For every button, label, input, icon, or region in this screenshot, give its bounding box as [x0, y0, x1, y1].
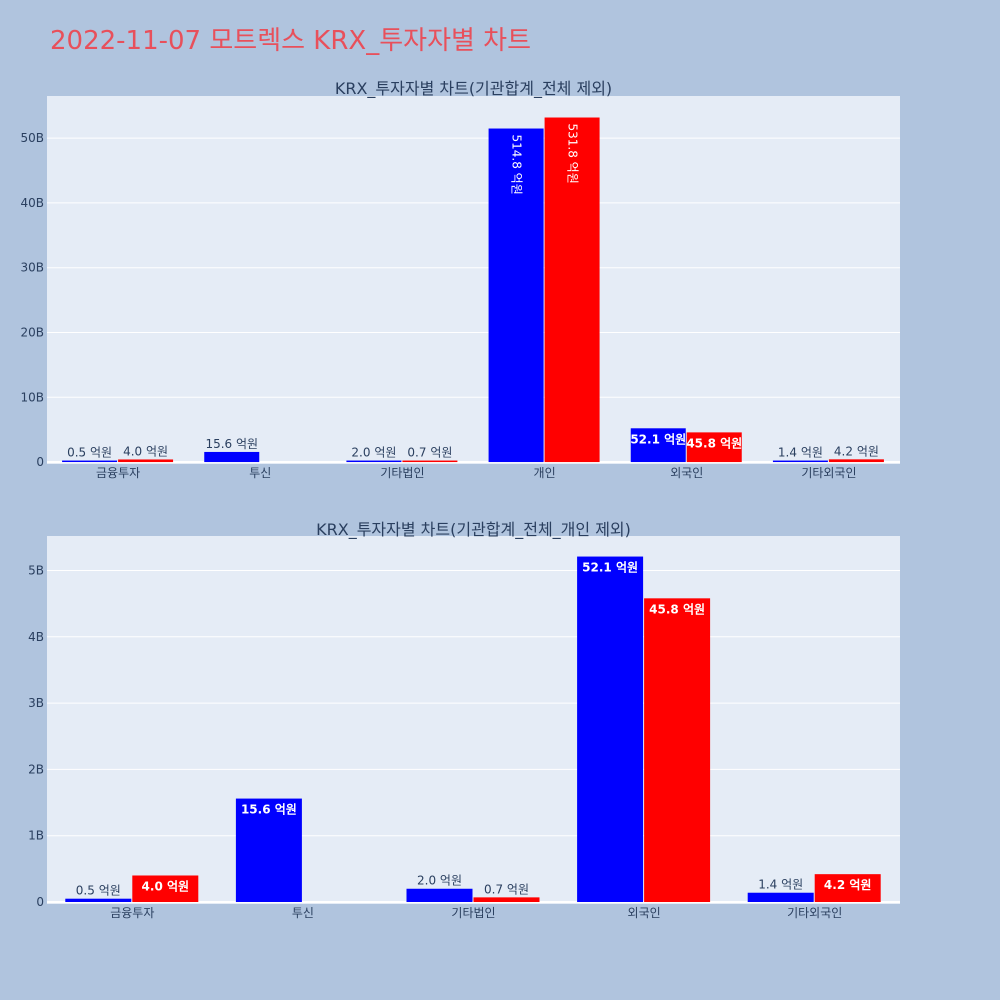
data-label: 4.2 억원: [834, 444, 879, 458]
y-tick-label: 40B: [20, 196, 44, 210]
bar: [814, 874, 881, 903]
bar: [828, 459, 884, 463]
x-tick-label: 금융투자: [110, 906, 154, 920]
bar: [488, 128, 544, 463]
data-label: 514.8 억원: [510, 135, 524, 195]
bar: [473, 897, 540, 903]
data-label: 52.1 억원: [630, 432, 686, 446]
data-label: 531.8 억원: [566, 124, 580, 184]
x-tick-label: 외국인: [628, 906, 661, 920]
x-tick-label: 기타외국인: [787, 906, 842, 920]
y-tick-label: 0: [36, 455, 44, 469]
x-tick-label: 기타외국인: [801, 466, 856, 480]
x-tick-label: 금융투자: [96, 466, 140, 480]
bar: [747, 892, 814, 903]
x-tick-label: 투신: [292, 906, 314, 920]
chart-all-investors: 0 10B 20B 30B 40B 50B KRX_투자자별 차트(기관합계_전체 제외) 금…: [20, 79, 900, 480]
bar: [204, 451, 260, 463]
bar: [402, 460, 458, 463]
bar: [118, 459, 174, 463]
data-label: 0.5 억원: [67, 446, 112, 460]
y-tick-label: 5B: [28, 563, 44, 577]
y-tick-label: 1B: [28, 829, 44, 843]
bar: [630, 428, 686, 463]
bar: [406, 888, 473, 903]
bar: [132, 875, 199, 903]
x-tick-label: 외국인: [670, 466, 703, 480]
y-tick-label: 3B: [28, 696, 44, 710]
y-tick-label: 0: [36, 895, 44, 909]
bar: [346, 460, 402, 463]
x-tick-label: 기타법인: [451, 906, 495, 920]
data-label: 0.5 억원: [76, 884, 121, 898]
page-title: 2022-11-07 모트렉스 KRX_투자자별 차트: [50, 26, 532, 56]
plot-area: [47, 536, 900, 904]
data-label: 1.4 억원: [758, 878, 803, 892]
data-label: 45.8 억원: [686, 436, 742, 450]
y-tick-label: 4B: [28, 630, 44, 644]
y-tick-label: 50B: [20, 131, 44, 145]
bar: [62, 460, 118, 463]
y-tick-label: 30B: [20, 261, 44, 275]
bar: [544, 117, 600, 463]
bar: [65, 898, 132, 903]
chart-title: KRX_투자자별 차트(기관합계_전체 제외): [335, 79, 612, 99]
y-tick-label: 20B: [20, 325, 44, 339]
x-tick-label: 기타법인: [380, 466, 424, 480]
data-label: 15.6 억원: [205, 437, 258, 451]
data-label: 2.0 억원: [351, 446, 396, 460]
y-tick-label: 10B: [20, 390, 44, 404]
data-label: 2.0 억원: [417, 874, 462, 888]
data-label: 4.2 억원: [824, 878, 872, 892]
data-label: 4.0 억원: [123, 444, 168, 458]
data-label: 45.8 억원: [649, 602, 705, 616]
bar: [772, 460, 828, 463]
x-tick-label: 투신: [249, 466, 271, 480]
data-label: 52.1 억원: [582, 561, 638, 575]
data-label: 4.0 억원: [142, 879, 190, 893]
x-tick-label: 개인: [534, 466, 556, 480]
data-label: 0.7 억원: [484, 882, 529, 896]
bar: [686, 432, 742, 463]
bar: [235, 798, 302, 903]
y-tick-label: 2B: [28, 762, 44, 776]
data-label: 15.6 억원: [241, 803, 297, 817]
data-label: 0.7 억원: [407, 446, 452, 460]
data-label: 1.4 억원: [778, 446, 823, 460]
plot-area: [47, 96, 900, 464]
chart-title: KRX_투자자별 차트(기관합계_전체_개인 제외): [316, 520, 631, 540]
bar: [577, 556, 644, 903]
bar: [644, 598, 711, 903]
